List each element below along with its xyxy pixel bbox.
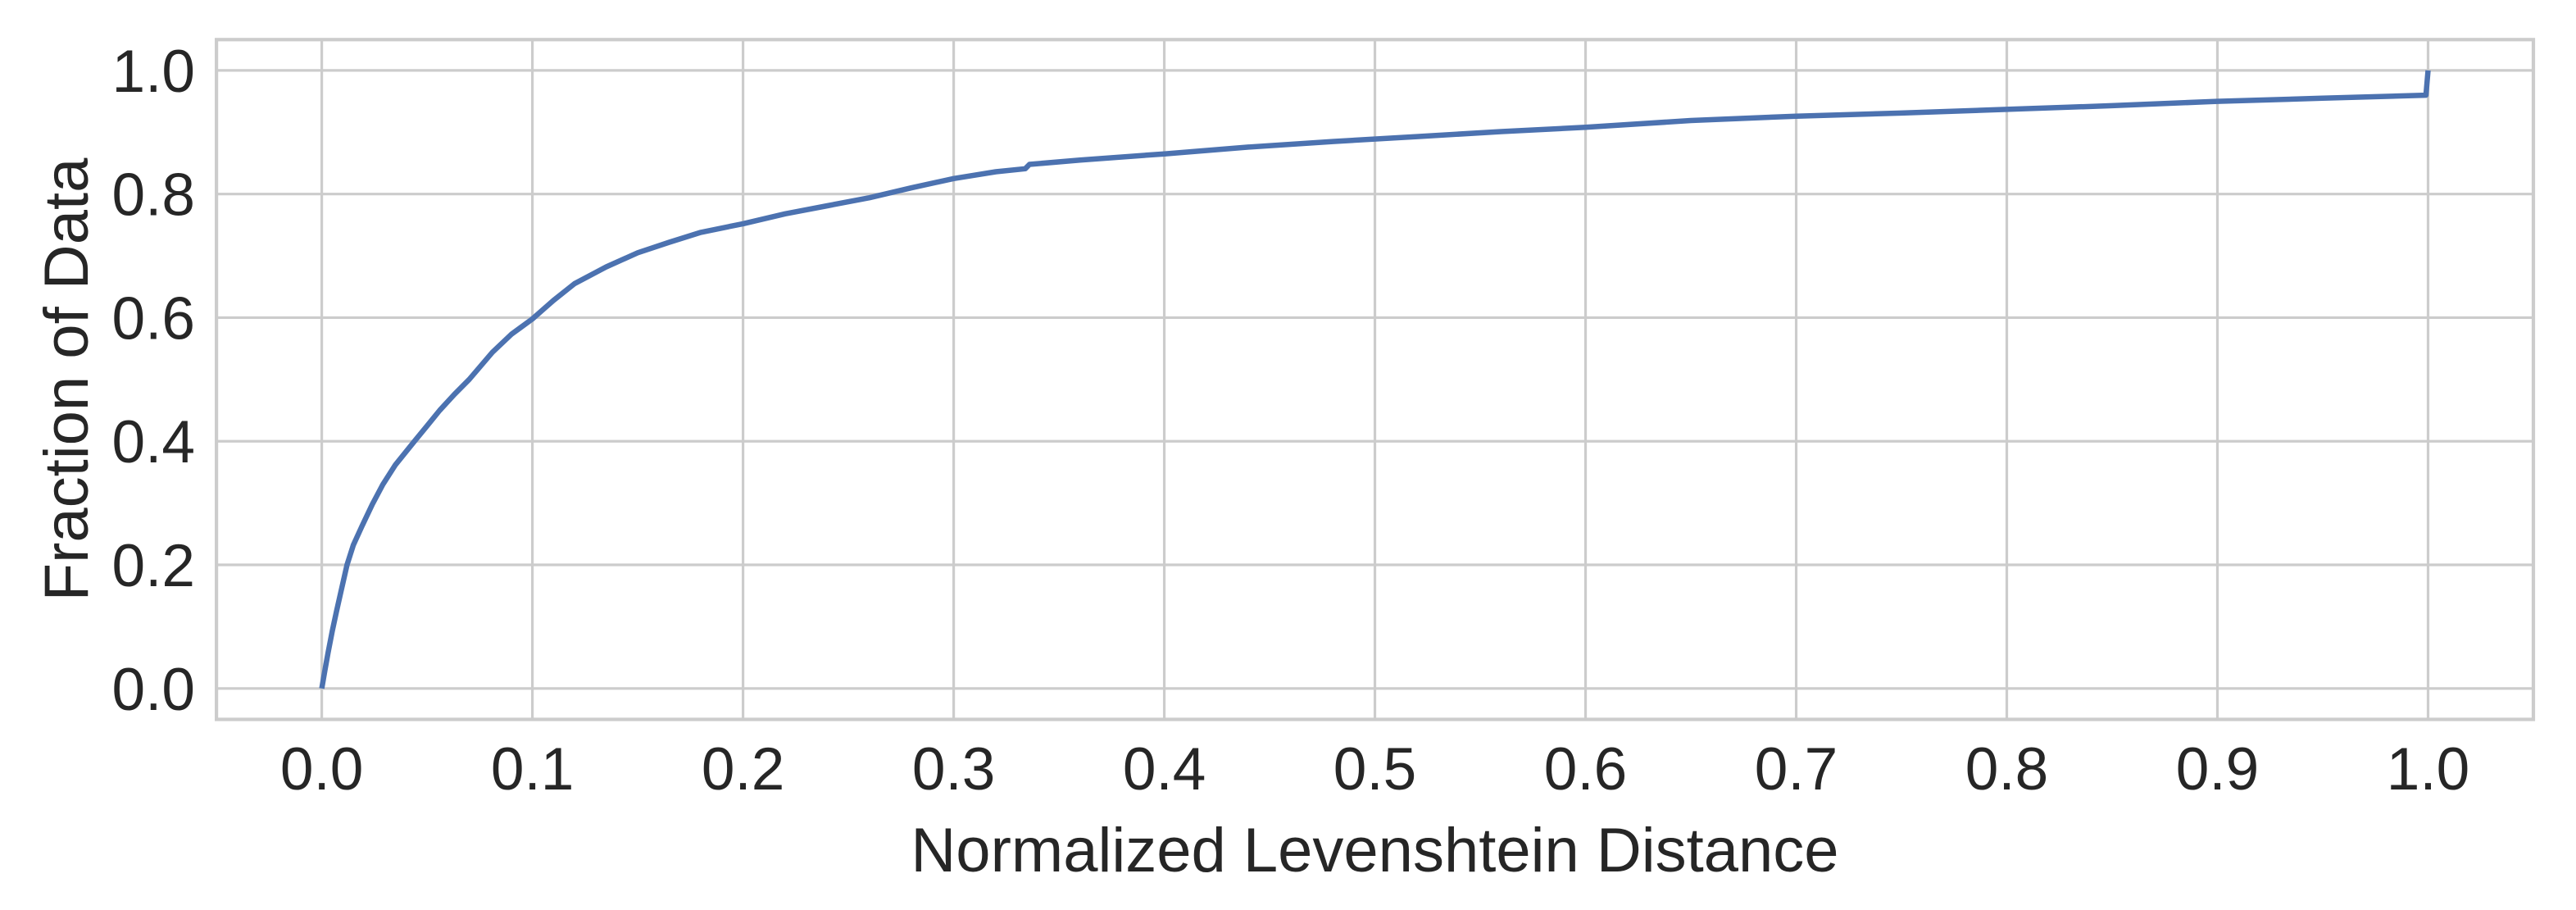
y-tick-label: 0.4 (112, 409, 195, 475)
x-axis-title: Normalized Levenshtein Distance (911, 816, 1838, 885)
x-tick-label: 0.4 (1123, 736, 1206, 803)
y-axis-tick-labels: 0.0 0.2 0.4 0.6 0.8 1.0 (112, 39, 195, 723)
y-tick-label: 0.2 (112, 533, 195, 599)
x-tick-label: 0.9 (2176, 736, 2259, 803)
x-tick-label: 0.8 (1965, 736, 2048, 803)
x-tick-label: 0.6 (1544, 736, 1627, 803)
x-tick-label: 0.3 (912, 736, 995, 803)
x-tick-label: 0.1 (491, 736, 574, 803)
y-axis-title: Fraction of Data (32, 157, 102, 601)
x-tick-label: 0.2 (702, 736, 784, 803)
y-tick-label: 0.6 (112, 285, 195, 352)
gridlines (216, 39, 2533, 720)
y-tick-label: 0.0 (112, 657, 195, 723)
y-tick-label: 1.0 (112, 39, 195, 105)
y-tick-label: 0.8 (112, 162, 195, 229)
x-tick-label: 1.0 (2387, 736, 2469, 803)
x-tick-label: 0.0 (280, 736, 363, 803)
x-tick-label: 0.7 (1755, 736, 1838, 803)
ecdf-curve (319, 70, 2431, 689)
plot-border (215, 38, 2536, 721)
x-axis-tick-labels: 0.0 0.1 0.2 0.3 0.4 0.5 0.6 0.7 0.8 0.9 1.0 (280, 736, 2469, 803)
x-tick-label: 0.5 (1333, 736, 1416, 803)
